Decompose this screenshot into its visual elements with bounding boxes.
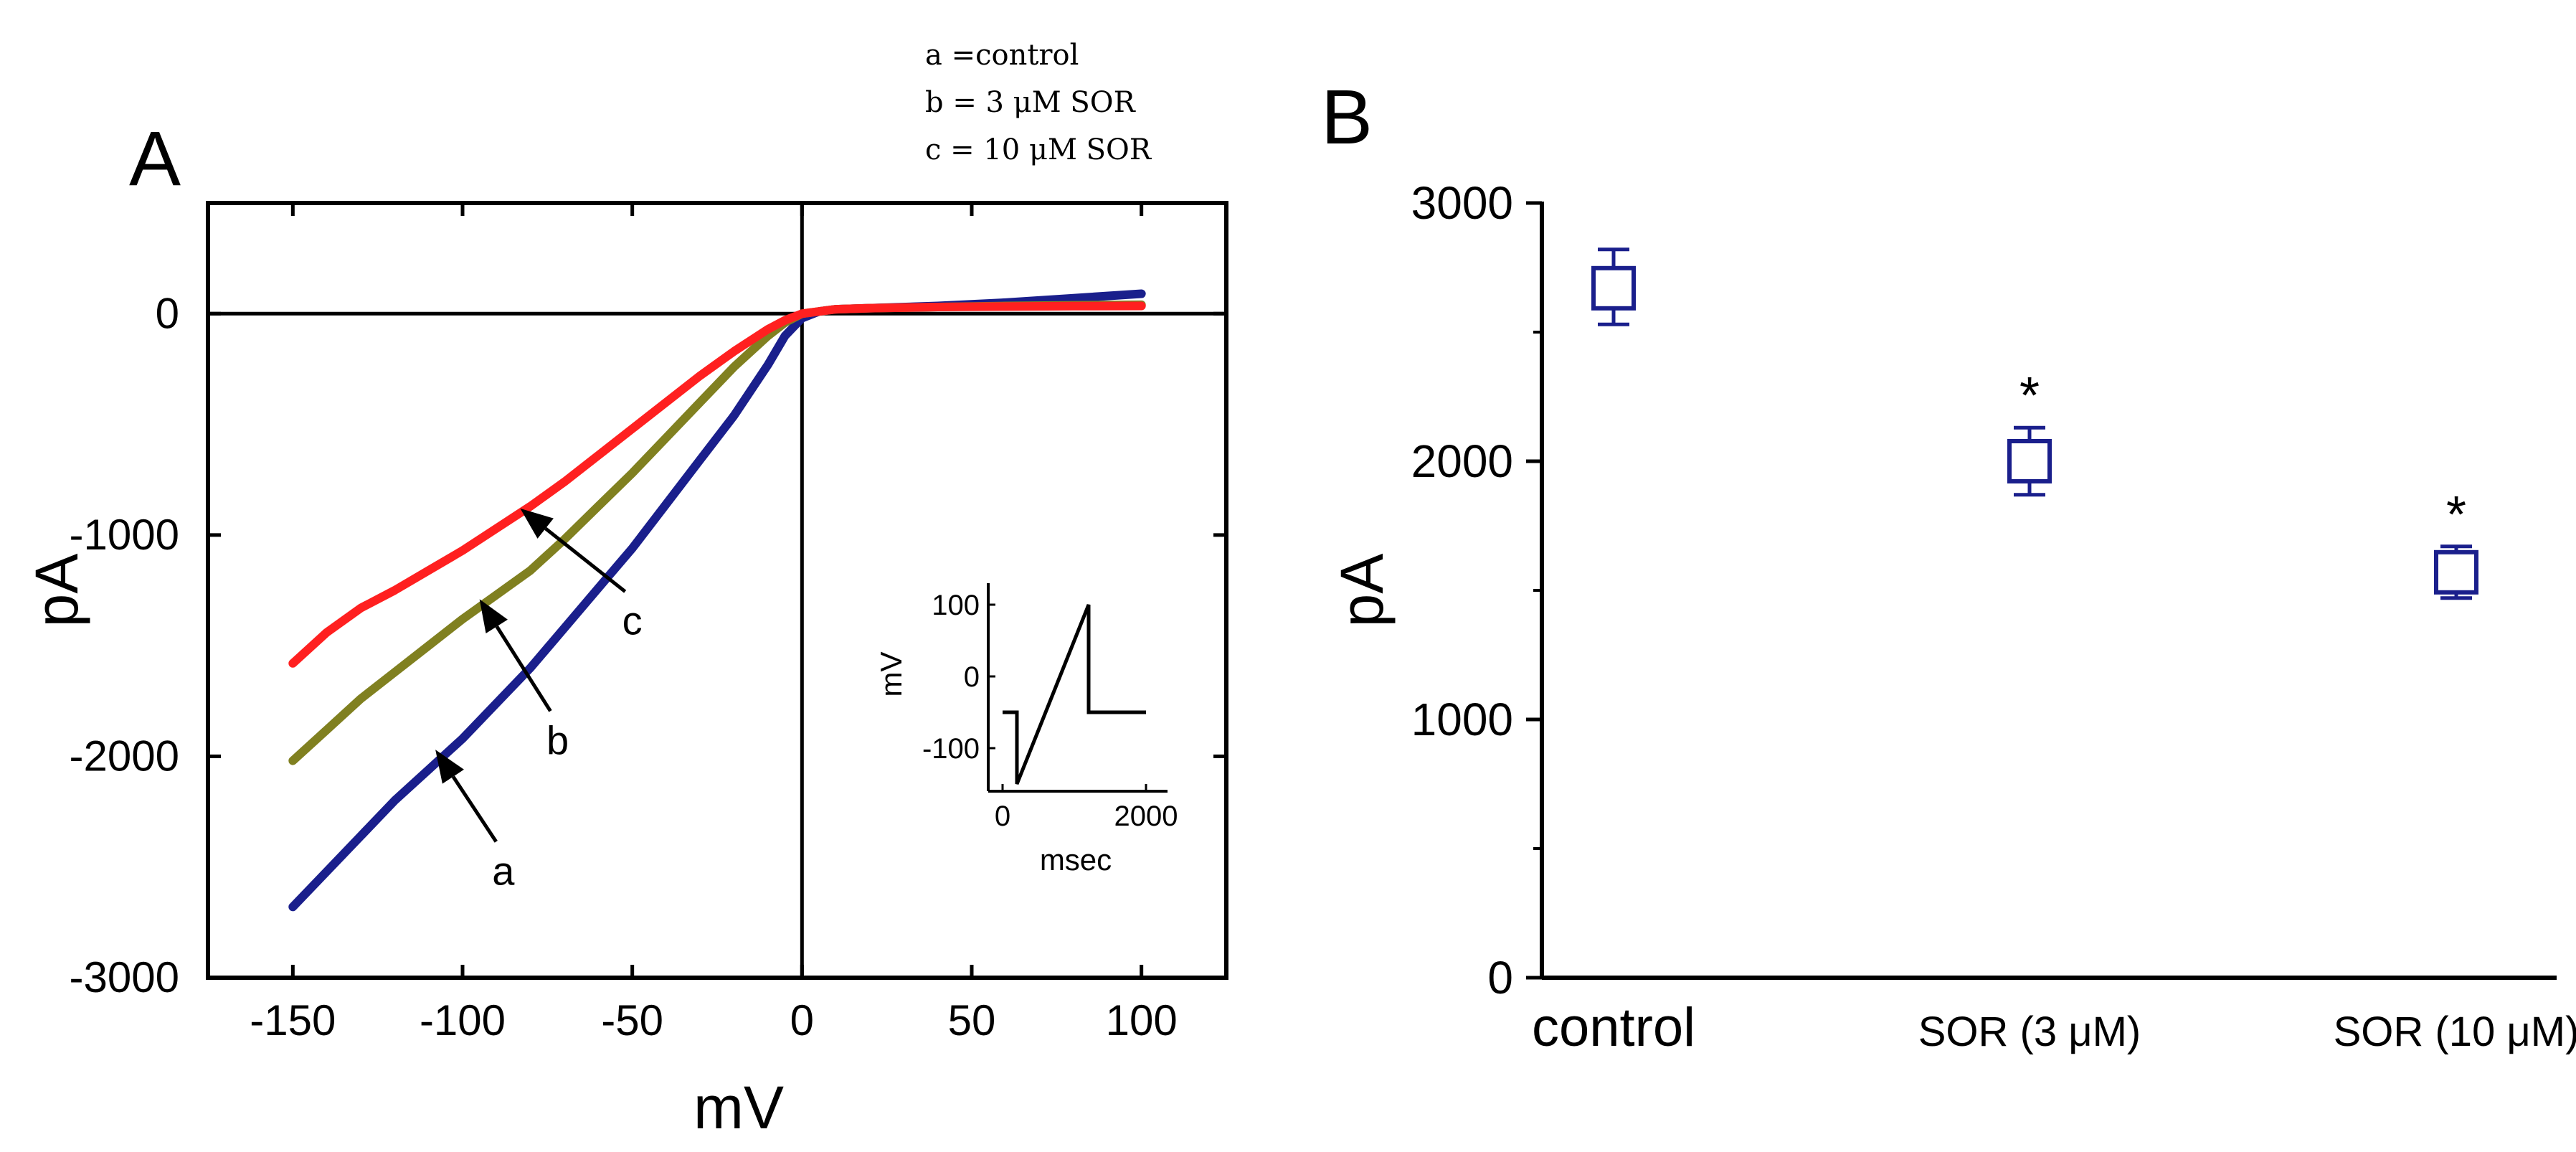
panel-b-axes <box>1540 202 2557 980</box>
panel-a-inset-x-tick-label: 2000 <box>1114 801 1178 832</box>
panel-a-y-axis-label: pA <box>23 554 90 628</box>
panel-b-significance-marker: * <box>2446 486 2466 544</box>
panel-a-inset-trace <box>1003 604 1146 785</box>
panel-b-y-tick-label: 3000 <box>1411 177 1513 229</box>
panel-a-x-axis-label: mV <box>693 1074 784 1141</box>
legend-entry-a: a =control <box>925 39 1079 72</box>
legend-entry-b: b = 3 μM SOR <box>925 86 1137 119</box>
legend: a =control b = 3 μM SOR c = 10 μM SOR <box>925 39 1152 166</box>
panel-b-category-label: control <box>1532 997 1695 1058</box>
panel-b-category-label: SOR (10 μM) <box>2334 1009 2576 1055</box>
panel-label-a: A <box>129 115 181 202</box>
panel-a-series-c <box>288 301 1146 668</box>
panel-b-y-tick-label: 2000 <box>1411 435 1513 487</box>
panel-b-category-label: SOR (3 μM) <box>1918 1009 2141 1055</box>
panel-a-annotation-a: a <box>492 848 515 893</box>
panel-a-annotations: a b c <box>435 508 643 893</box>
panel-a-arrowhead-b <box>479 599 508 633</box>
panel-a-inset-y-axis-label: mV <box>874 652 908 697</box>
panel-a-inset-y-tick-label: -100 <box>922 733 980 765</box>
panel-a-annotation-b: b <box>546 717 569 763</box>
panel-b-data-point <box>1591 265 1636 311</box>
panel-b-data-point <box>2434 549 2478 595</box>
panel-a-y-tick-label: -1000 <box>70 511 179 559</box>
panel-a-inset-x-axis-label: msec <box>1040 843 1112 877</box>
panel-a-x-tick-label: -150 <box>250 996 336 1044</box>
panel-a-y-tick-label: -3000 <box>70 953 179 1001</box>
panel-b-y-axis-label: pA <box>1328 554 1396 628</box>
panel-a-arrow-c <box>544 527 627 593</box>
panel-a-frame <box>206 201 1228 980</box>
panel-a-y-tick-label: 0 <box>156 289 179 337</box>
panel-a-annotation-c: c <box>622 598 643 643</box>
panel-a-x-tick-label: -100 <box>420 996 506 1044</box>
panel-b-chart: 0 1000 2000 3000 control SOR (3 μM) * SOR (10 … <box>1328 177 2576 1058</box>
panel-a-series <box>288 289 1146 912</box>
panel-a-arrowhead-c <box>520 508 554 539</box>
legend-entry-c: c = 10 μM SOR <box>925 133 1152 166</box>
panel-b-y-tick-label: 0 <box>1487 952 1513 1004</box>
panel-a-series-b <box>288 300 1146 765</box>
panel-a-x-tick-label: -50 <box>601 996 663 1044</box>
panel-a-arrowhead-a <box>435 750 464 784</box>
panel-label-b: B <box>1321 73 1373 160</box>
panel-b-data-point <box>2007 439 2052 483</box>
panel-b-significance-marker: * <box>2019 367 2040 425</box>
panel-a-inset-y-tick-label: 0 <box>964 661 980 693</box>
panel-a-arrow-a <box>451 775 498 843</box>
panel-b-ticks: 0 1000 2000 3000 <box>1411 177 1542 1004</box>
panel-a-arrow-b <box>495 625 552 712</box>
panel-b-points: control SOR (3 μM) * SOR (10 μM) * <box>1532 247 2576 1058</box>
panel-b-y-tick-label: 1000 <box>1411 694 1513 745</box>
panel-a-inset-voltage-protocol <box>1003 604 1146 785</box>
panel-a-zero-lines <box>208 203 1226 978</box>
panel-a-x-tick-label: 0 <box>790 996 814 1044</box>
panel-a-y-tick-label: -2000 <box>70 732 179 780</box>
panel-a-x-tick-label: 100 <box>1106 996 1178 1044</box>
panel-a-inset-x-tick-label: 0 <box>995 801 1010 832</box>
panel-a-inset-y-tick-label: 100 <box>932 590 980 621</box>
panel-a-x-tick-label: 50 <box>948 996 996 1044</box>
